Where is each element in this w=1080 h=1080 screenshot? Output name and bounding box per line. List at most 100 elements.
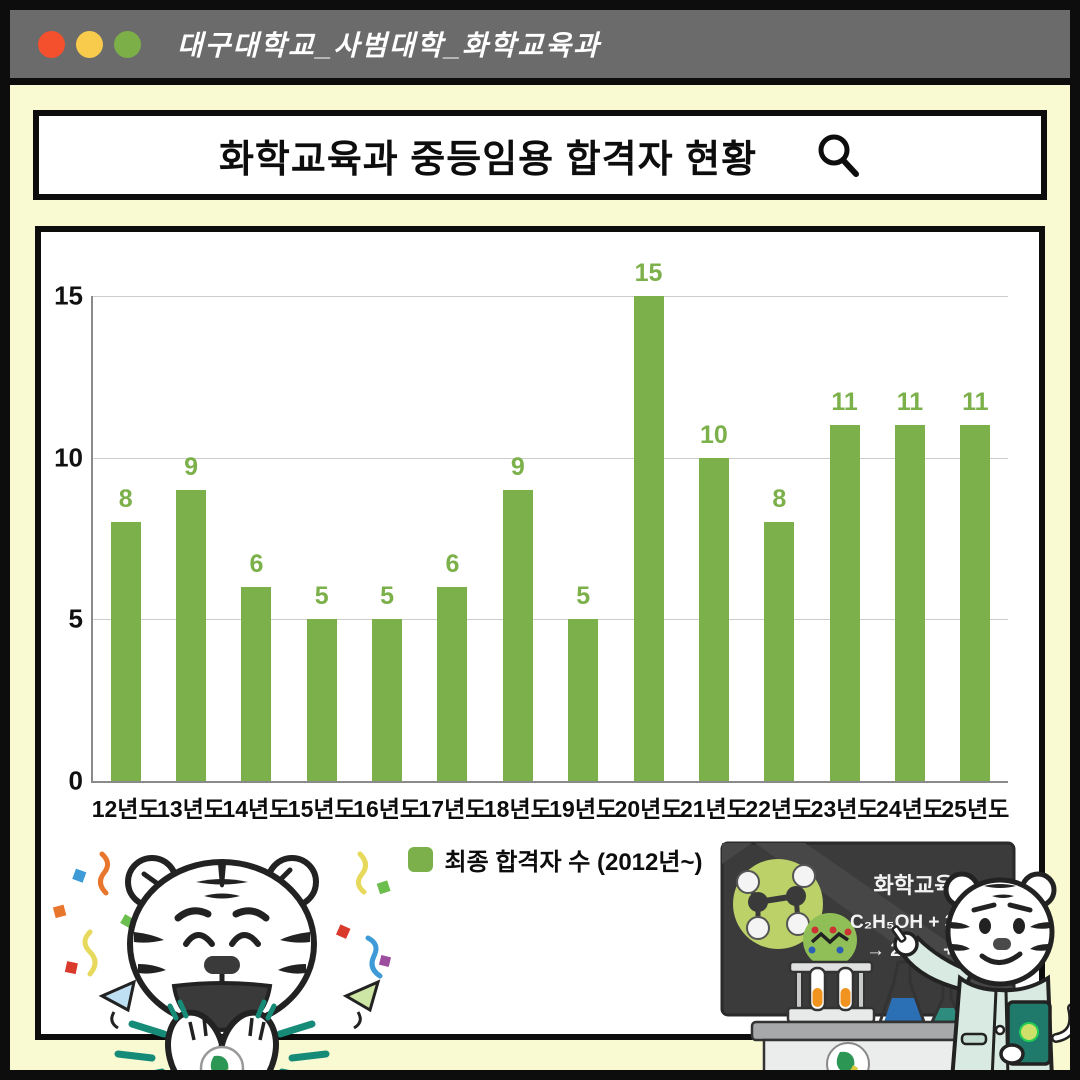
eye: [1013, 918, 1025, 934]
gridline-5: [93, 619, 1008, 621]
chalkboard-heading: 화학교육: [874, 873, 955, 898]
bar-slot: 11 25년도: [941, 296, 1009, 822]
bar: [176, 490, 207, 781]
chest-emblem: [199, 1045, 245, 1080]
x-tick-label: 17년도: [418, 796, 487, 822]
window-dot-green-icon[interactable]: [114, 30, 141, 58]
bar-value-label: 10: [700, 420, 728, 449]
x-tick-label: 21년도: [679, 796, 748, 822]
bar: [437, 587, 468, 781]
smile: [979, 951, 1023, 965]
window-controls: [38, 30, 141, 58]
bar: [502, 490, 533, 781]
bar: [698, 457, 729, 781]
legend-swatch: [407, 847, 433, 872]
window-title: 대구대학교_사범대학_화학교육과: [177, 30, 601, 61]
bar: [633, 296, 664, 781]
coat-button: [994, 1024, 1006, 1036]
x-tick-label: 18년도: [483, 796, 552, 822]
clap-motion-ticks: [167, 999, 277, 1021]
legend-label: 최종 합격자 수 (2012년~): [444, 849, 703, 876]
bar-slot: 10 21년도: [680, 296, 748, 822]
x-tick-label: 20년도: [614, 796, 683, 822]
confetti-streamer: [98, 851, 110, 896]
bar-value-label: 5: [380, 582, 395, 611]
bar-slot: 11 24년도: [876, 296, 944, 822]
page-title-bar: 화학교육과 중등임용 합격자 현황: [33, 110, 1047, 200]
bar-chart: 0 5 10 15 8 12년도 9 13년도 6 14년도 5 15년도 5 16년도 6 17년도 9 18…: [54, 259, 1010, 822]
bar-value-label: 8: [772, 485, 787, 514]
confetti-streamer: [365, 935, 383, 979]
y-tick-label: 10: [54, 442, 83, 473]
x-tick-label: 14년도: [222, 796, 291, 822]
gridline-15: [93, 296, 1008, 297]
x-tick-label: 24년도: [876, 796, 944, 822]
confetti-piece: [376, 880, 391, 895]
confetti-piece: [335, 924, 351, 939]
bar-slot: 11 23년도: [811, 296, 879, 822]
bar: [372, 619, 403, 781]
x-tick-label: 15년도: [287, 796, 356, 822]
confetti-piece: [64, 961, 78, 975]
bar-slot: 9 13년도: [157, 296, 225, 822]
bar-slot: 9 18년도: [484, 296, 552, 822]
confetti-piece: [378, 954, 392, 968]
y-tick-label: 5: [68, 603, 83, 634]
bar-slot: 6 14년도: [222, 296, 290, 822]
bar-value-label: 8: [118, 485, 133, 514]
gridline-10: [93, 457, 1008, 459]
y-tick-label: 0: [68, 765, 83, 796]
bar-value-label: 11: [831, 388, 858, 417]
happy-eye: [183, 932, 215, 947]
head-stripes: [950, 884, 1050, 951]
tiger-head: [945, 877, 1055, 987]
bar-value-label: 5: [576, 582, 591, 611]
bar: [829, 425, 860, 781]
bar: [241, 587, 272, 781]
eye: [979, 918, 991, 934]
x-tick-label: 25년도: [941, 796, 1010, 822]
x-tick-label: 16년도: [353, 796, 422, 822]
chart-bars: 8 12년도 9 13년도 6 14년도 5 15년도 5 16년도 6 17년도 9 18년도 5 19년도…: [92, 259, 1010, 822]
confetti-piece: [72, 868, 87, 883]
window-titlebar: 대구대학교_사범대학_화학교육과: [10, 10, 1070, 85]
chemistry-lab-illustration: 화학교육 C₂H₅OH + 3O₂ → 2CO₂ + 3H₂O: [720, 841, 1079, 1080]
window-dot-yellow-icon[interactable]: [76, 30, 103, 58]
tiger-nose: [993, 938, 1011, 950]
window-dot-red-icon[interactable]: [38, 30, 65, 58]
tiger-nose: [204, 956, 240, 974]
desk-emblem: [826, 1042, 870, 1080]
test-tube-rack: [786, 960, 876, 1024]
chalk: [891, 925, 907, 943]
tiger-professor: [891, 871, 1079, 1080]
search-icon[interactable]: [815, 132, 861, 178]
x-tick-label: 12년도: [91, 796, 160, 822]
x-tick-label: 23년도: [810, 796, 879, 822]
bar-slot: 5 19년도: [549, 296, 617, 822]
confetti-string: [110, 1011, 119, 1030]
bar-slot: 5 16년도: [353, 296, 421, 822]
bar-value-label: 11: [896, 388, 924, 417]
bar: [110, 522, 141, 781]
molecule-diagram-small: [803, 913, 857, 967]
x-tick-label: 19년도: [549, 796, 618, 822]
bar-value-label: 5: [314, 582, 329, 611]
eyebrow: [232, 907, 270, 922]
y-tick-label: 15: [54, 280, 83, 311]
confetti-cone: [342, 979, 381, 1013]
happy-eye: [229, 932, 261, 947]
clipboard-emblem: [1019, 1022, 1039, 1042]
chalkboard-sheen: [722, 843, 752, 864]
confetti-streamer: [82, 929, 98, 977]
page-title: 화학교육과 중등임용 합격자 현황: [218, 138, 758, 181]
bar: [306, 619, 337, 781]
bar-value-label: 11: [962, 388, 989, 417]
bar: [894, 425, 925, 781]
bar-slot: 8 12년도: [92, 296, 160, 822]
coat-pocket: [960, 1032, 988, 1046]
bar-slot: 6 17년도: [419, 296, 487, 822]
celebrating-tiger-illustration: [52, 851, 392, 1080]
bar-value-label: 6: [445, 550, 460, 578]
bar-value-label: 6: [249, 550, 264, 578]
